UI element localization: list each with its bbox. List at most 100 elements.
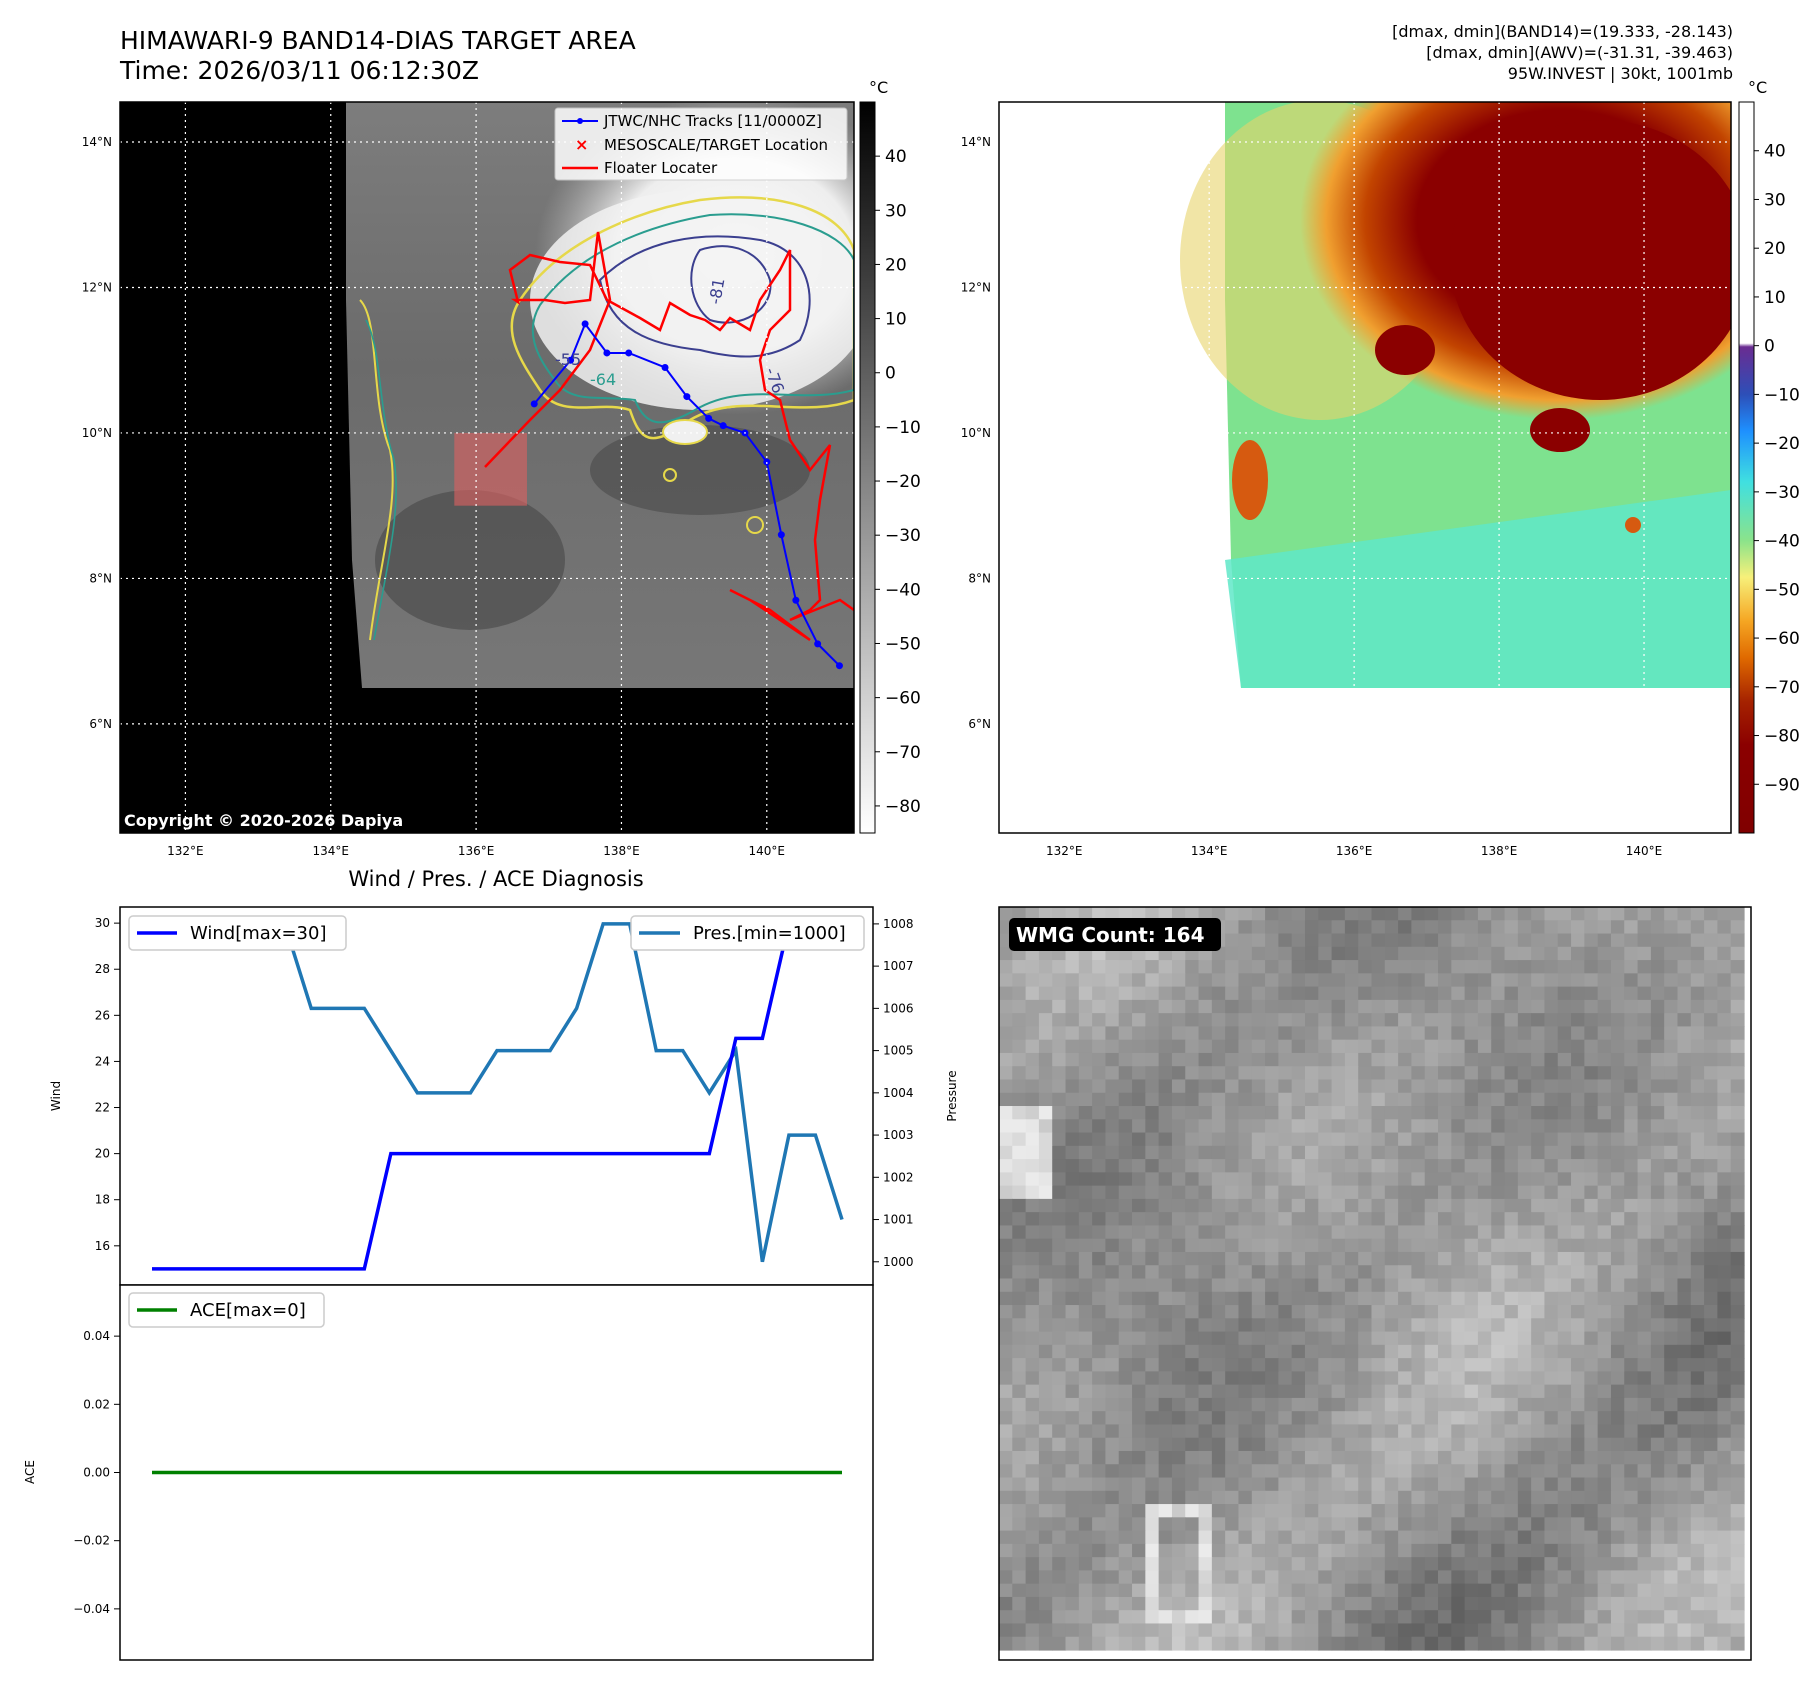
- wmg-pixel: [1238, 1543, 1253, 1558]
- wmg-pixel: [1145, 1119, 1160, 1134]
- wmg-pixel: [1025, 1464, 1040, 1479]
- wmg-pixel: [1584, 1371, 1599, 1386]
- wmg-pixel: [1371, 1331, 1386, 1346]
- wmg-pixel: [1517, 1159, 1532, 1173]
- wmg-pixel: [1717, 973, 1732, 988]
- wmg-pixel: [1477, 1490, 1492, 1505]
- wmg-pixel: [1637, 1132, 1652, 1147]
- wmg-pixel: [1730, 986, 1745, 1001]
- wmg-pixel: [1411, 1172, 1426, 1187]
- wmg-pixel: [1664, 1530, 1679, 1545]
- wmg-pixel: [999, 1636, 1013, 1651]
- lat-tick-label: 14°N: [82, 135, 112, 149]
- wmg-pixel: [1225, 999, 1240, 1014]
- wmg-pixel: [1650, 1185, 1665, 1200]
- wmg-pixel: [1304, 1464, 1319, 1479]
- wmg-pixel: [1371, 1106, 1386, 1120]
- wmg-pixel: [1171, 1238, 1186, 1253]
- wmg-pixel: [1464, 1636, 1479, 1651]
- wmg-pixel: [1038, 1291, 1053, 1306]
- wmg-pixel: [1105, 1504, 1120, 1518]
- wmg-pixel: [1171, 1437, 1186, 1452]
- wmg-pixel: [1145, 1013, 1160, 1028]
- lat-tick-label: 12°N: [961, 280, 991, 294]
- wmg-pixel: [1078, 999, 1093, 1014]
- wmg-pixel: [1038, 1517, 1053, 1532]
- wmg-pixel: [1491, 1543, 1506, 1558]
- pressure-y-tick-label: 1000: [883, 1255, 914, 1269]
- wmg-pixel: [1477, 1026, 1492, 1041]
- wmg-pixel: [1571, 1517, 1585, 1532]
- wmg-pixel: [1531, 1490, 1546, 1505]
- wmg-pixel: [1158, 1265, 1173, 1280]
- wmg-pixel: [1118, 1504, 1133, 1518]
- wmg-pixel: [1198, 1583, 1213, 1598]
- wmg-pixel: [1251, 1026, 1266, 1041]
- wmg-pixel: [1451, 1358, 1466, 1372]
- wmg-pixel: [1145, 1437, 1160, 1452]
- wmg-pixel: [1624, 1437, 1639, 1452]
- wmg-pixel: [1610, 1106, 1625, 1120]
- wmg-pixel: [1318, 1397, 1333, 1412]
- wmg-pixel: [1584, 1291, 1599, 1306]
- wmg-pixel: [1384, 1557, 1399, 1571]
- wmg-pixel: [1438, 1265, 1452, 1280]
- wmg-pixel: [1265, 1490, 1279, 1505]
- wmg-pixel: [1052, 1596, 1067, 1611]
- wmg-pixel: [1052, 1026, 1067, 1041]
- wmg-pixel: [1211, 960, 1226, 974]
- wmg-pixel: [1624, 1265, 1639, 1280]
- wmg-pixel: [1517, 1477, 1532, 1492]
- wmg-pixel: [1637, 1504, 1652, 1518]
- wmg-pixel: [1398, 1331, 1413, 1346]
- wmg-pixel: [1251, 1411, 1266, 1426]
- wmg-pixel: [1265, 1079, 1279, 1094]
- wmg-pixel: [1544, 920, 1559, 935]
- wmg-pixel: [1557, 1066, 1572, 1081]
- wmg-pixel: [1251, 1623, 1266, 1638]
- wmg-pixel: [1038, 1636, 1053, 1651]
- wmg-pixel: [1304, 1318, 1319, 1333]
- wmg-pixel: [1464, 1477, 1479, 1492]
- wmg-pixel: [1105, 1397, 1120, 1412]
- wmg-pixel: [1318, 1079, 1333, 1094]
- wmg-pixel: [1464, 1504, 1479, 1518]
- wmg-pixel: [1318, 1636, 1333, 1651]
- wmg-pixel: [1025, 1411, 1040, 1426]
- wmg-pixel: [1677, 1437, 1692, 1452]
- wmg-pixel: [1185, 1159, 1200, 1173]
- wmg-pixel: [1451, 1424, 1466, 1439]
- wmg-pixel: [1424, 1358, 1439, 1372]
- wmg-pixel: [1610, 1636, 1625, 1651]
- wmg-pixel: [1065, 1397, 1080, 1412]
- wmg-pixel: [1078, 1119, 1093, 1134]
- wmg-pixel: [1025, 1185, 1040, 1200]
- wmg-pixel: [1105, 1371, 1120, 1386]
- wmg-pixel: [1690, 1636, 1705, 1651]
- wmg-pixel: [1265, 1318, 1279, 1333]
- wmg-pixel: [1557, 1026, 1572, 1041]
- wmg-pixel: [1145, 986, 1160, 1001]
- wmg-pixel: [1052, 1198, 1067, 1213]
- wmg-pixel: [1078, 1132, 1093, 1147]
- wmg-pixel: [1105, 1026, 1120, 1041]
- wmg-pixel: [1132, 1610, 1146, 1625]
- wmg-pixel: [1451, 1331, 1466, 1346]
- wmg-pixel: [1384, 1238, 1399, 1253]
- wmg-pixel: [1624, 1397, 1639, 1412]
- wmg-pixel: [1677, 946, 1692, 961]
- wmg-pixel: [1265, 1411, 1279, 1426]
- wmg-pixel: [1291, 1583, 1306, 1598]
- wmg-pixel: [1438, 920, 1452, 935]
- wmg-pixel: [1610, 1557, 1625, 1571]
- wmg-pixel: [1012, 1477, 1027, 1492]
- wmg-pixel: [1650, 1583, 1665, 1598]
- wmg-pixel: [1424, 1039, 1439, 1054]
- wmg-pixel: [1624, 1052, 1639, 1067]
- wmg-pixel: [1065, 1013, 1080, 1028]
- wmg-pixel: [1198, 1557, 1213, 1571]
- wmg-pixel: [1251, 1384, 1266, 1399]
- wmg-pixel: [1251, 1504, 1266, 1518]
- wmg-pixel: [1557, 1238, 1572, 1253]
- wmg-pixel: [1584, 1504, 1599, 1518]
